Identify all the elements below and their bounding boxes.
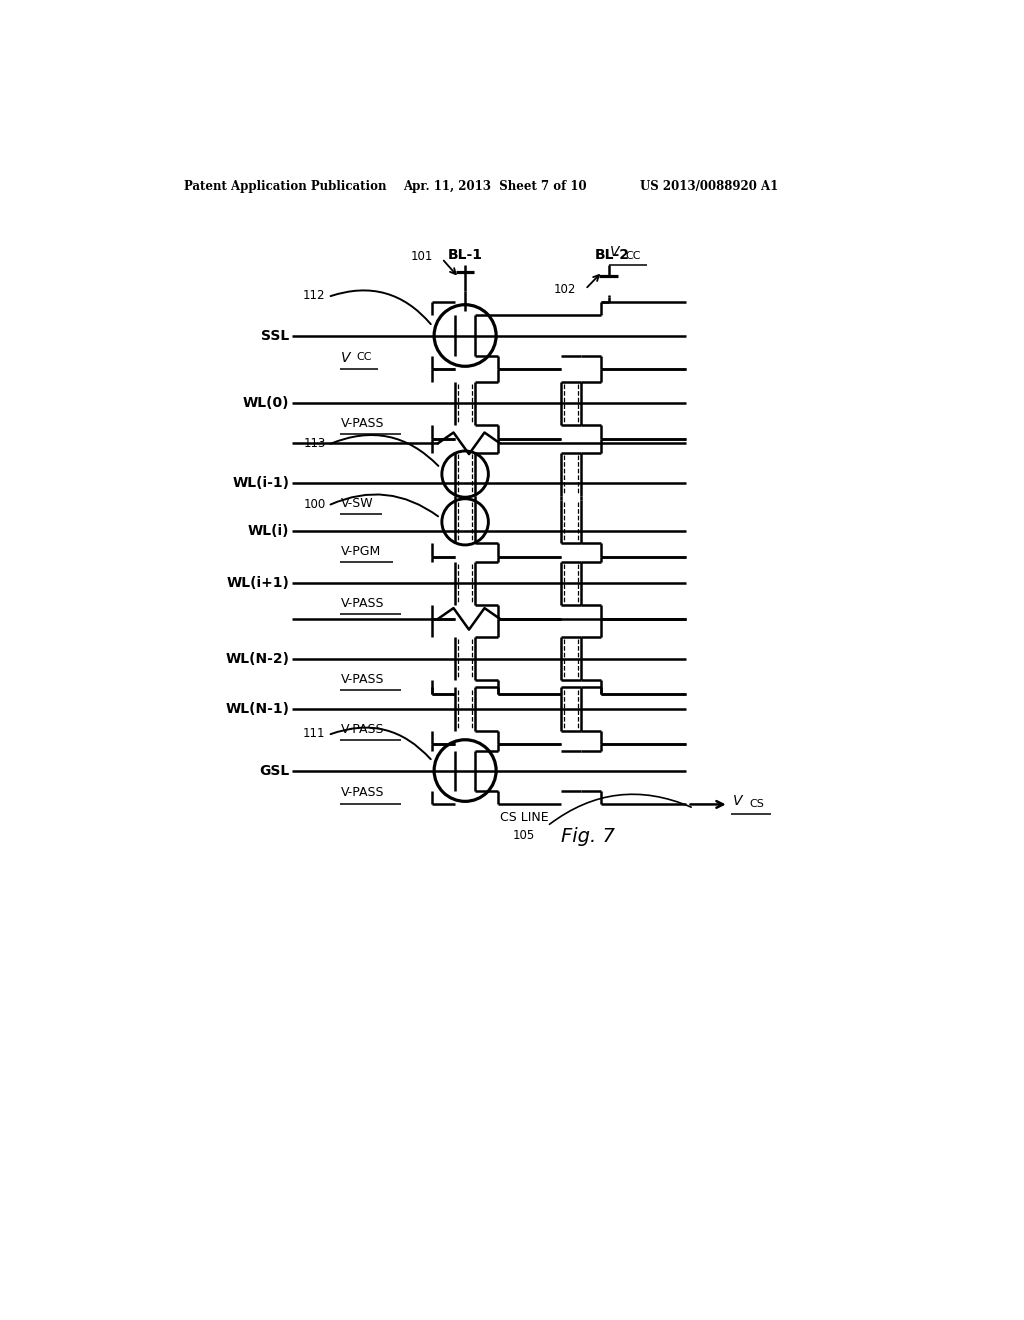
Text: 101: 101 xyxy=(411,251,432,264)
Text: V-PASS: V-PASS xyxy=(341,598,385,610)
Text: 113: 113 xyxy=(303,437,326,450)
Text: US 2013/0088920 A1: US 2013/0088920 A1 xyxy=(640,180,778,193)
Text: Apr. 11, 2013  Sheet 7 of 10: Apr. 11, 2013 Sheet 7 of 10 xyxy=(403,180,587,193)
Text: CC: CC xyxy=(626,251,641,261)
Text: V: V xyxy=(610,244,620,259)
Text: V-PASS: V-PASS xyxy=(341,785,385,799)
Text: V-SW: V-SW xyxy=(341,498,374,511)
Text: WL(i-1): WL(i-1) xyxy=(232,477,289,490)
Text: 102: 102 xyxy=(554,282,575,296)
Text: V: V xyxy=(732,795,742,808)
Text: Fig. 7: Fig. 7 xyxy=(561,826,615,846)
Text: 111: 111 xyxy=(303,727,326,741)
Text: CC: CC xyxy=(356,352,372,363)
Text: V-PASS: V-PASS xyxy=(341,673,385,686)
Text: BL-2: BL-2 xyxy=(595,248,630,263)
Text: Patent Application Publication: Patent Application Publication xyxy=(183,180,386,193)
Text: WL(0): WL(0) xyxy=(243,396,289,411)
Text: GSL: GSL xyxy=(259,763,289,777)
Text: SSL: SSL xyxy=(261,329,289,342)
Text: 112: 112 xyxy=(303,289,326,302)
Text: WL(i): WL(i) xyxy=(248,524,289,539)
Text: V: V xyxy=(341,351,350,364)
Text: BL-1: BL-1 xyxy=(447,248,482,263)
Text: CS LINE: CS LINE xyxy=(500,810,548,824)
Text: V-PASS: V-PASS xyxy=(341,723,385,735)
Text: WL(N-1): WL(N-1) xyxy=(225,702,289,715)
Text: 105: 105 xyxy=(513,829,536,842)
Text: 100: 100 xyxy=(303,499,326,511)
Text: WL(i+1): WL(i+1) xyxy=(226,577,289,590)
Text: V-PGM: V-PGM xyxy=(341,545,381,558)
Text: WL(N-2): WL(N-2) xyxy=(225,652,289,665)
Text: CS: CS xyxy=(750,799,765,809)
Text: V-PASS: V-PASS xyxy=(341,417,385,430)
